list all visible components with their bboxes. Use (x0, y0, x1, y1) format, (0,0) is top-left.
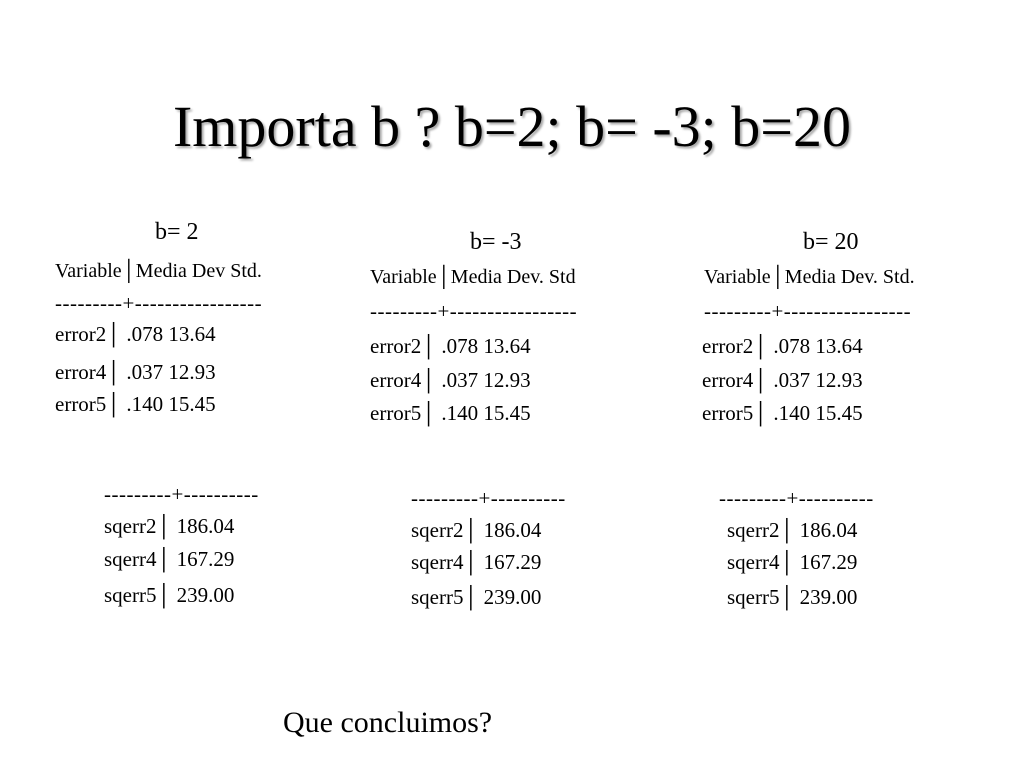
separator-top-bminus3: ---------+----------------- (370, 299, 578, 323)
row-error4-bminus3: error4│ .037 12.93 (370, 368, 531, 392)
column-heading-b2: b= 2 (155, 219, 199, 245)
column-heading-b20: b= 20 (803, 229, 859, 255)
row-sqerr5-bminus3: sqerr5│ 239.00 (411, 585, 542, 609)
row-error2-b2: error2│ .078 13.64 (55, 322, 216, 346)
row-sqerr4-b2: sqerr4│ 167.29 (104, 547, 235, 571)
row-sqerr2-bminus3: sqerr2│ 186.04 (411, 518, 542, 542)
conclusion-question: Que concluimos? (283, 706, 493, 739)
row-sqerr4-bminus3: sqerr4│ 167.29 (411, 550, 542, 574)
separator-bottom-b20: ---------+---------- (719, 486, 874, 510)
stat-header-bminus3: Variable│Media Dev. Std (370, 266, 576, 288)
separator-top-b20: ---------+----------------- (704, 299, 912, 323)
slide-title: Importa b ? b=2; b= -3; b=20 (172, 94, 852, 159)
column-heading-bminus3: b= -3 (470, 229, 522, 255)
row-error4-b2: error4│ .037 12.93 (55, 360, 216, 384)
row-error5-b2: error5│ .140 15.45 (55, 392, 216, 416)
row-sqerr2-b20: sqerr2│ 186.04 (727, 518, 858, 542)
separator-bottom-bminus3: ---------+---------- (411, 486, 566, 510)
row-error5-bminus3: error5│ .140 15.45 (370, 401, 531, 425)
row-error4-b20: error4│ .037 12.93 (702, 368, 863, 392)
row-error2-b20: error2│ .078 13.64 (702, 334, 863, 358)
row-error5-b20: error5│ .140 15.45 (702, 401, 863, 425)
row-sqerr2-b2: sqerr2│ 186.04 (104, 514, 235, 538)
row-sqerr5-b20: sqerr5│ 239.00 (727, 585, 858, 609)
row-sqerr5-b2: sqerr5│ 239.00 (104, 583, 235, 607)
separator-top-b2: ---------+----------------- (55, 291, 263, 315)
stat-header-b20: Variable│Media Dev. Std. (704, 266, 915, 288)
stat-header-b2: Variable│Media Dev Std. (55, 260, 262, 282)
row-error2-bminus3: error2│ .078 13.64 (370, 334, 531, 358)
separator-bottom-b2: ---------+---------- (104, 482, 259, 506)
row-sqerr4-b20: sqerr4│ 167.29 (727, 550, 858, 574)
